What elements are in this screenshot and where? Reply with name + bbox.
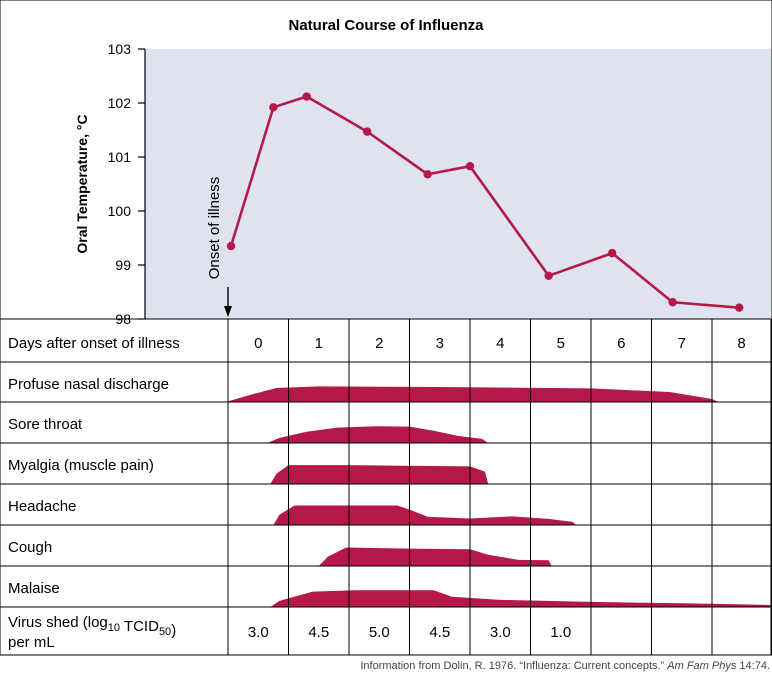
y-tick-label-100: 100 <box>108 203 132 219</box>
symptom-name-4: Cough <box>8 539 52 556</box>
temperature-point-3 <box>362 127 372 136</box>
y-tick-label-102: 102 <box>108 95 132 111</box>
day-label-8: 8 <box>737 335 745 352</box>
virus-value-2: 5.0 <box>369 624 390 641</box>
y-tick-label-99: 99 <box>115 257 131 273</box>
symptom-name-2: Myalgia (muscle pain) <box>8 457 154 474</box>
symptom-name-1: Sore throat <box>8 416 83 433</box>
temperature-point-0 <box>226 241 236 251</box>
symptom-bar-5 <box>270 590 771 607</box>
symptom-name-3: Headache <box>8 498 76 515</box>
virus-value-5: 1.0 <box>550 624 571 641</box>
onset-label: Onset of illness <box>206 177 223 280</box>
source-credit: Information from Dolin, R. 1976. “Influe… <box>360 660 770 672</box>
credit-journal: Am Fam Phys <box>666 660 737 672</box>
temperature-point-1 <box>269 103 278 112</box>
symptom-bar-1 <box>267 426 489 443</box>
day-label-2: 2 <box>375 335 383 352</box>
temperature-point-7 <box>607 248 617 258</box>
temperature-point-9 <box>735 303 744 312</box>
day-label-1: 1 <box>315 335 323 352</box>
y-tick-label-103: 103 <box>108 41 132 57</box>
virus-value-4: 3.0 <box>490 624 511 641</box>
y-axis-label: Oral Temperature, °C <box>74 114 90 253</box>
symptom-table: Days after onset of illness 0 1 2 3 4 5 6 7 8 Prof… <box>0 318 772 656</box>
symptom-bar-2 <box>270 465 489 484</box>
onset-arrow-head <box>224 306 232 317</box>
virus-shed-label: Virus shed (log10 TCID50) <box>8 614 176 639</box>
temperature-point-6 <box>544 271 553 280</box>
temperature-point-5 <box>465 161 475 171</box>
day-label-7: 7 <box>678 335 686 352</box>
virus-shed-label-line2: per mL <box>8 634 55 651</box>
y-tick-label-101: 101 <box>108 149 132 165</box>
temperature-line <box>229 95 740 309</box>
symptom-bar-0 <box>228 386 719 402</box>
temperature-point-4 <box>423 170 432 179</box>
temperature-series <box>226 92 744 312</box>
credit-prefix: Information from Dolin, R. 1976. “Influe… <box>360 660 667 672</box>
symptom-bar-4 <box>318 547 552 566</box>
temperature-point-2 <box>302 92 311 101</box>
days-header-label: Days after onset of illness <box>8 335 180 352</box>
temperature-point-8 <box>668 298 677 307</box>
day-label-0: 0 <box>254 335 262 352</box>
virus-value-1: 4.5 <box>308 624 329 641</box>
symptom-name-0: Profuse nasal discharge <box>8 376 169 393</box>
day-label-3: 3 <box>436 335 444 352</box>
virus-value-0: 3.0 <box>248 624 269 641</box>
virus-value-3: 4.5 <box>429 624 450 641</box>
day-label-4: 4 <box>496 335 504 352</box>
symptom-name-5: Malaise <box>8 580 60 597</box>
credit-suffix: 14:74. <box>736 660 770 672</box>
day-label-6: 6 <box>617 335 625 352</box>
chart-title: Natural Course of Influenza <box>288 17 484 34</box>
day-label-5: 5 <box>557 335 565 352</box>
plot-area <box>145 49 771 319</box>
